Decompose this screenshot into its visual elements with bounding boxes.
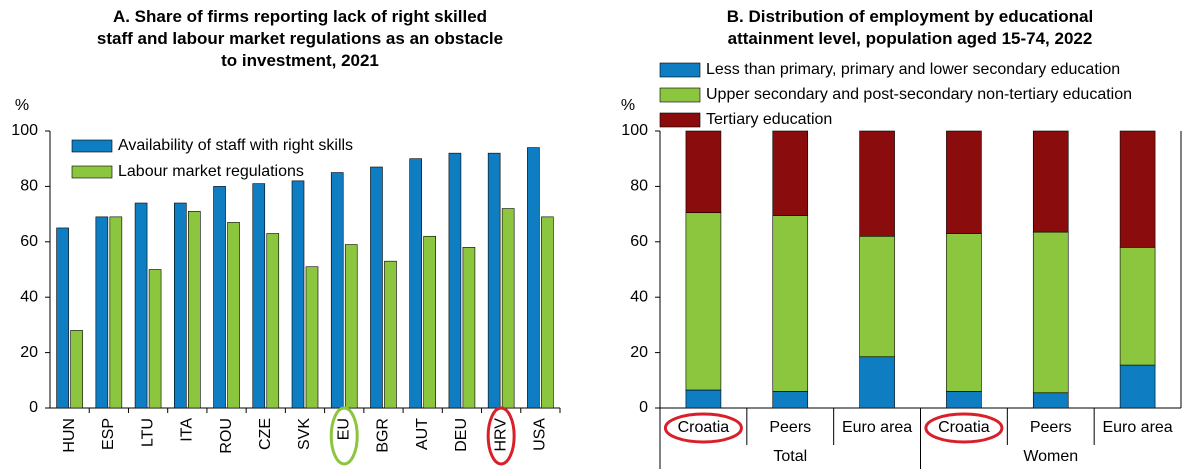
- bar: [213, 186, 226, 409]
- x-tick-label: Croatia: [938, 419, 990, 436]
- bar-segment: [946, 130, 982, 234]
- legend-swatch: [71, 139, 113, 153]
- x-tick-label: Peers: [1030, 419, 1072, 436]
- highlight-circle: [663, 412, 743, 444]
- bar-segment: [946, 391, 982, 409]
- x-tick-label: CZE: [257, 418, 274, 450]
- bar-segment: [685, 212, 722, 391]
- bar-segment: [772, 391, 809, 409]
- x-tick-label: HUN: [61, 418, 78, 453]
- bar-segment: [772, 130, 809, 216]
- bar: [527, 147, 540, 409]
- bar: [109, 216, 123, 409]
- y-tick-label: 0: [29, 399, 38, 416]
- y-tick-label: 80: [630, 178, 648, 195]
- x-tick-label: Euro area: [1102, 419, 1172, 436]
- bar: [423, 235, 436, 409]
- legend-swatch: [659, 87, 701, 103]
- y-tick-label: 20: [20, 344, 38, 361]
- x-tick-label: ROU: [218, 418, 235, 454]
- legend-swatch: [71, 165, 113, 179]
- bar: [384, 260, 397, 409]
- legend-label: Availability of staff with right skills: [118, 137, 353, 154]
- x-tick-label: EU: [335, 418, 352, 440]
- bar: [188, 211, 201, 409]
- bar: [541, 216, 554, 409]
- bar: [95, 216, 109, 409]
- x-tick-label: Peers: [769, 419, 811, 436]
- bar-segment: [859, 235, 895, 358]
- bar: [252, 183, 266, 409]
- x-tick-label: AUT: [414, 418, 431, 450]
- y-tick-label: 0: [639, 399, 648, 416]
- y-tick-label: 100: [621, 122, 648, 139]
- bar: [148, 269, 162, 409]
- x-tick-label: HRV: [492, 418, 509, 452]
- bar: [462, 247, 476, 409]
- bar: [487, 152, 501, 409]
- bar: [330, 172, 344, 409]
- bar: [56, 227, 69, 409]
- y-tick-label: 80: [20, 178, 38, 195]
- bar: [448, 152, 462, 409]
- x-tick-label: ITA: [179, 418, 196, 442]
- bar: [409, 158, 422, 409]
- bar: [344, 244, 358, 409]
- chart-title: B. Distribution of employment by educati…: [726, 7, 1094, 48]
- group-label: Total: [773, 448, 807, 465]
- bar: [370, 166, 383, 409]
- bar-segment: [946, 233, 982, 392]
- highlight-circle: [486, 406, 516, 466]
- highlight-circle: [329, 406, 359, 466]
- legend-label: Less than primary, primary and lower sec…: [706, 61, 1120, 78]
- x-tick-label: SVK: [296, 418, 313, 450]
- x-tick-label: Croatia: [678, 419, 730, 436]
- bar: [227, 222, 240, 409]
- legend-label: Upper secondary and post-secondary non-t…: [706, 86, 1132, 103]
- bar: [134, 202, 148, 409]
- bar-segment: [859, 356, 895, 409]
- bar-segment: [1119, 247, 1156, 366]
- x-tick-label: ESP: [100, 418, 117, 450]
- bar: [70, 330, 83, 409]
- x-tick-label: USA: [532, 418, 549, 451]
- x-tick-label: LTU: [139, 418, 156, 447]
- bar: [501, 208, 515, 409]
- bar: [291, 180, 305, 409]
- bar-segment: [1119, 130, 1156, 248]
- x-tick-label: BGR: [375, 418, 392, 453]
- y-tick-label: 60: [20, 233, 38, 250]
- bar-segment: [1032, 130, 1069, 233]
- x-tick-label: Euro area: [842, 419, 912, 436]
- bar: [174, 202, 187, 409]
- bar-segment: [1032, 392, 1069, 409]
- bar-segment: [859, 130, 895, 237]
- legend-swatch: [659, 112, 701, 128]
- y-tick-label: 20: [630, 344, 648, 361]
- bar-segment: [685, 130, 722, 214]
- bar-segment: [1032, 231, 1069, 394]
- bar: [266, 233, 280, 409]
- bar-segment: [772, 215, 809, 392]
- chart-title: A. Share of firms reporting lack of righ…: [96, 7, 504, 70]
- y-tick-label: 40: [630, 288, 648, 305]
- bar-segment: [685, 389, 722, 409]
- y-tick-label: 60: [630, 233, 648, 250]
- x-tick-label: DEU: [453, 418, 470, 452]
- legend-label: Labour market regulations: [118, 163, 304, 180]
- bar: [305, 266, 319, 409]
- highlight-circle: [924, 412, 1004, 444]
- legend-swatch: [659, 62, 701, 78]
- y-tick-label: 100: [11, 122, 38, 139]
- legend-label: Tertiary education: [706, 111, 832, 128]
- bar-segment: [1119, 364, 1156, 409]
- y-axis-label: %: [621, 97, 635, 114]
- y-tick-label: 40: [20, 288, 38, 305]
- group-label: Women: [1023, 448, 1078, 465]
- y-axis-label: %: [15, 97, 29, 114]
